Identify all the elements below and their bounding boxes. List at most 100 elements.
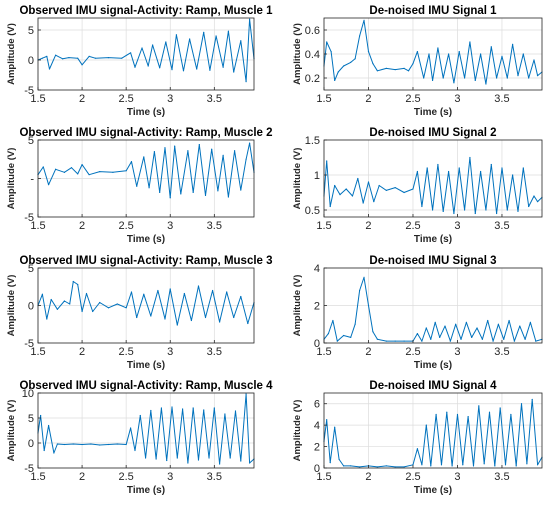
data-point bbox=[222, 66, 224, 68]
data-point bbox=[350, 336, 352, 338]
data-point bbox=[159, 67, 161, 69]
data-point bbox=[329, 462, 331, 464]
data-point bbox=[460, 338, 462, 340]
data-point bbox=[47, 424, 50, 427]
data-point bbox=[403, 466, 405, 468]
data-point bbox=[444, 325, 446, 327]
data-point bbox=[248, 18, 251, 20]
data-point bbox=[533, 195, 535, 197]
data-point bbox=[453, 82, 455, 84]
data-point bbox=[430, 338, 432, 340]
data-point bbox=[428, 53, 430, 55]
data-point bbox=[92, 310, 94, 313]
data-point bbox=[183, 292, 185, 295]
data-point bbox=[487, 319, 489, 322]
y-tick-label: 6 bbox=[314, 399, 320, 411]
y-tick-label: 0 bbox=[314, 338, 320, 350]
data-point bbox=[190, 319, 193, 322]
data-point bbox=[421, 464, 423, 466]
data-point bbox=[144, 457, 147, 459]
data-point bbox=[403, 67, 405, 69]
data-point bbox=[337, 71, 339, 73]
data-point bbox=[219, 463, 221, 465]
data-point bbox=[456, 413, 459, 416]
y-tick-label: 0 bbox=[28, 55, 34, 67]
x-tick-label: 3.5 bbox=[207, 471, 222, 483]
data-point bbox=[357, 177, 359, 180]
data-point bbox=[488, 411, 491, 413]
x-tick-label: 1.5 bbox=[316, 471, 331, 483]
x-tick-label: 3.5 bbox=[207, 220, 222, 232]
chart-panel-1: 1.5 2 2.5 3 3.5 -5 0 5 Observed IMU signal-Activ… bbox=[6, 5, 273, 118]
data-point bbox=[463, 77, 466, 79]
data-point bbox=[240, 40, 242, 42]
data-point bbox=[536, 201, 539, 203]
data-point bbox=[143, 293, 145, 295]
data-point bbox=[240, 460, 242, 462]
x-axis-label: Time (s) bbox=[127, 234, 165, 245]
data-point bbox=[125, 307, 127, 309]
data-point bbox=[226, 291, 228, 293]
data-point bbox=[412, 63, 414, 65]
y-axis-label: Amplitude (V) bbox=[292, 275, 303, 337]
data-point bbox=[490, 163, 492, 166]
data-point bbox=[481, 338, 483, 340]
data-point bbox=[81, 164, 83, 166]
data-point bbox=[362, 202, 364, 204]
data-point bbox=[88, 55, 90, 58]
data-point bbox=[465, 321, 467, 323]
data-point bbox=[55, 168, 57, 170]
data-point bbox=[56, 308, 58, 310]
axes-box bbox=[37, 392, 255, 469]
x-axis-label: Time (s) bbox=[127, 485, 165, 496]
data-point bbox=[528, 77, 530, 79]
x-tick-label: 1.5 bbox=[316, 220, 331, 232]
data-point bbox=[215, 35, 217, 37]
data-point bbox=[204, 194, 207, 197]
chart-title: De-noised IMU Signal 3 bbox=[369, 255, 496, 267]
data-point bbox=[431, 79, 434, 81]
y-tick-label: 0.4 bbox=[305, 49, 320, 61]
data-point bbox=[442, 210, 444, 212]
data-point bbox=[196, 68, 198, 70]
data-point bbox=[125, 170, 127, 172]
data-point bbox=[240, 189, 242, 191]
data-point bbox=[229, 457, 231, 459]
data-point bbox=[425, 327, 427, 329]
data-point bbox=[70, 167, 73, 169]
data-point bbox=[354, 58, 356, 60]
y-tick-label: -5 bbox=[24, 338, 34, 350]
data-point bbox=[416, 448, 419, 450]
data-point bbox=[63, 300, 66, 302]
x-tick-label: 3.5 bbox=[207, 346, 222, 358]
data-point bbox=[467, 415, 469, 418]
y-tick-label: 0.2 bbox=[305, 73, 320, 85]
data-point bbox=[326, 160, 328, 162]
data-point bbox=[385, 340, 387, 342]
data-point bbox=[363, 276, 365, 278]
data-point bbox=[77, 283, 79, 286]
chart-title: De-noised IMU Signal 4 bbox=[369, 380, 497, 392]
data-point bbox=[204, 316, 207, 319]
data-point bbox=[533, 59, 535, 61]
data-point bbox=[455, 323, 457, 325]
data-point bbox=[524, 338, 526, 340]
data-point bbox=[480, 170, 482, 173]
data-point bbox=[81, 443, 83, 446]
data-point bbox=[522, 53, 524, 55]
data-point bbox=[440, 464, 443, 466]
x-tick-label: 2.5 bbox=[405, 220, 420, 232]
data-point bbox=[403, 191, 405, 194]
data-point bbox=[367, 181, 370, 183]
data-point bbox=[175, 34, 178, 36]
data-point bbox=[431, 209, 434, 211]
data-point bbox=[497, 323, 499, 325]
data-point bbox=[394, 69, 396, 71]
data-point bbox=[171, 69, 173, 71]
x-tick-label: 3 bbox=[167, 346, 173, 358]
x-tick-label: 2.5 bbox=[119, 93, 134, 105]
data-point bbox=[203, 31, 205, 33]
data-point bbox=[203, 409, 205, 411]
data-point bbox=[233, 71, 235, 73]
